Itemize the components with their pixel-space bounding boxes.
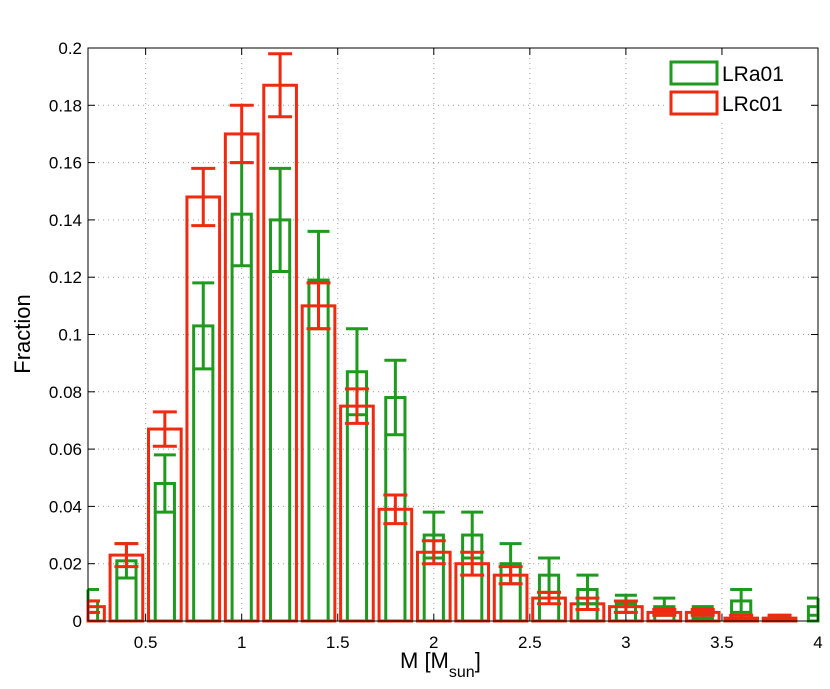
legend: LRa01 LRc01 — [664, 56, 810, 122]
x-tick-label: 1 — [237, 633, 246, 652]
x-tick-label: 2.5 — [518, 633, 542, 652]
legend-swatch-lra01 — [669, 60, 719, 86]
y-tick-label: 0.1 — [58, 326, 82, 345]
y-tick-label: 0.12 — [49, 268, 82, 287]
y-tick-label: 0.2 — [58, 39, 82, 58]
legend-swatch-lrc01 — [669, 90, 719, 116]
y-tick-label: 0 — [73, 612, 82, 631]
axis-ticks: 0 0.02 0.04 0.06 0.08 0.1 0.12 0.14 0.16 0.18 0.2 0… — [49, 39, 823, 652]
y-tick-label: 0.06 — [49, 440, 82, 459]
y-tick-label: 0.04 — [49, 497, 82, 516]
x-tick-label: 0.5 — [134, 633, 158, 652]
x-tick-label: 3.5 — [710, 633, 734, 652]
x-axis-label: M [Msun] — [400, 648, 481, 681]
legend-label-lrc01: LRc01 — [722, 93, 783, 116]
y-tick-label: 0.08 — [49, 383, 82, 402]
y-axis-label: Fraction — [10, 294, 35, 373]
x-tick-label: 2 — [429, 633, 438, 652]
legend-label-lra01: LRa01 — [722, 63, 784, 86]
y-tick-label: 0.14 — [49, 211, 82, 230]
x-tick-label: 1.5 — [326, 633, 350, 652]
error-bars — [86, 52, 820, 623]
x-tick-label: 4 — [813, 633, 822, 652]
y-tick-label: 0.02 — [49, 555, 82, 574]
y-tick-label: 0.18 — [49, 96, 82, 115]
x-tick-label: 3 — [621, 633, 630, 652]
legend-box — [664, 56, 810, 122]
y-tick-label: 0.16 — [49, 154, 82, 173]
